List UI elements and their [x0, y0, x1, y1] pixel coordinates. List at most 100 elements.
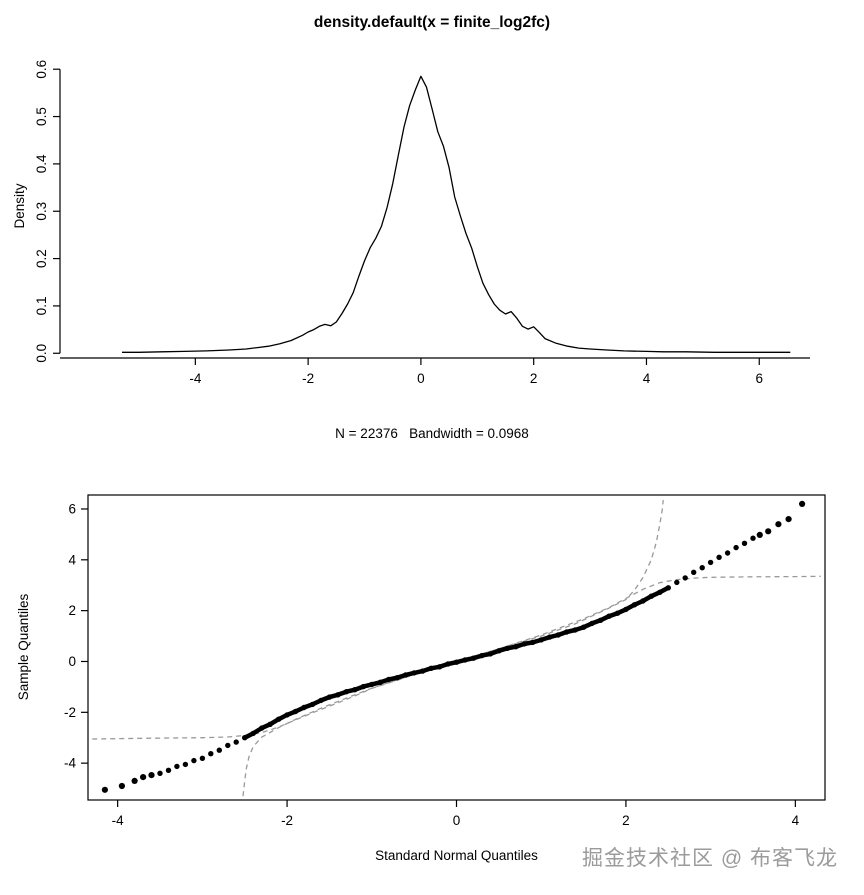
qq-point [606, 613, 612, 619]
qq-point [165, 767, 172, 773]
qq-point [335, 692, 341, 698]
qq-point [419, 668, 426, 674]
qq-point [267, 721, 273, 727]
qq-point [174, 763, 180, 770]
qq-x-tick-label: 2 [622, 813, 630, 828]
qq-point [674, 579, 680, 586]
qq-point [216, 747, 222, 753]
qq-point [191, 757, 197, 764]
qq-y-tick-label: -2 [64, 705, 76, 720]
qq-point [496, 648, 502, 654]
qq-point [631, 602, 638, 608]
qq-point [462, 657, 468, 663]
qq-y-tick-label: -4 [64, 756, 76, 771]
qq-outlier-point [765, 528, 772, 535]
density-y-tick-label: 0.2 [34, 249, 49, 268]
qq-point [657, 589, 663, 595]
qq-point [699, 565, 705, 571]
qq-point [403, 672, 409, 678]
qq-point [352, 687, 358, 693]
qq-point [580, 624, 587, 630]
qq-y-axis-label: Sample Quantiles [16, 593, 31, 701]
qq-dashed-curve-flat-tail-reference [92, 575, 821, 740]
qq-point [563, 629, 570, 635]
density-y-axis-label: Density [12, 183, 27, 229]
qq-point [428, 665, 434, 671]
qq-point [259, 725, 265, 731]
qq-point [233, 739, 239, 745]
density-plot-subtitle: N = 22376 Bandwidth = 0.0968 [335, 426, 529, 441]
density-plot-title: density.default(x = finite_log2fc) [313, 14, 551, 31]
qq-y-tick-label: 6 [68, 501, 76, 516]
qq-point [411, 670, 417, 676]
qq-plot-box [87, 494, 826, 801]
qq-x-axis-label: Standard Normal Quantiles [375, 848, 538, 863]
qq-outlier-point [140, 774, 147, 781]
qq-outlier-point [131, 777, 138, 784]
density-x-tick-label: 6 [755, 371, 763, 386]
qq-point [614, 610, 621, 616]
qq-point [343, 689, 350, 695]
qq-x-tick-label: 4 [792, 813, 800, 828]
qq-point [707, 559, 714, 566]
watermark-text: 掘金技术社区 @ 布客飞龙 [582, 847, 838, 870]
qq-point [182, 761, 189, 768]
density-x-tick-label: 0 [417, 371, 425, 386]
qq-point [275, 716, 282, 722]
density-y-tick-label: 0.0 [34, 344, 49, 363]
qq-point [301, 704, 307, 711]
qq-axes [81, 508, 796, 807]
qq-point [386, 676, 392, 683]
qq-point [530, 639, 536, 646]
qq-point [487, 651, 494, 657]
qq-point [436, 664, 443, 670]
qq-point [665, 585, 671, 591]
qq-point [682, 575, 688, 581]
density-y-tick-label: 0.6 [34, 60, 49, 79]
qq-point [724, 550, 731, 556]
qq-x-tick-label: 0 [453, 813, 461, 828]
qq-point [555, 632, 561, 638]
qq-point [538, 637, 544, 643]
density-y-tick-label: 0.5 [34, 107, 49, 126]
qq-point [309, 701, 316, 708]
density-axes [53, 68, 810, 365]
qq-dashed-reference-curves [92, 500, 821, 797]
qq-point [208, 751, 214, 757]
qq-point [733, 544, 739, 551]
qq-point [318, 697, 324, 704]
qq-point [741, 540, 748, 546]
qq-point [326, 694, 333, 700]
qq-point [750, 535, 756, 541]
qq-point [589, 620, 595, 627]
qq-point [284, 712, 290, 718]
qq-point [394, 675, 400, 681]
qq-outlier-point [148, 772, 155, 779]
density-y-tick-label: 0.4 [34, 154, 49, 173]
qq-points [101, 500, 806, 793]
density-plot-canvas: -4 -2 0 2 4 6 0.0 0.1 0.2 0.3 0.4 0.5 0.6 [34, 60, 810, 386]
density-curve [122, 75, 791, 353]
qq-point [597, 617, 604, 623]
qq-point [572, 627, 578, 633]
qq-outlier-point [785, 516, 792, 523]
qq-point [199, 755, 206, 761]
qq-point [648, 593, 654, 599]
qq-point [292, 708, 299, 715]
qq-outlier-point [799, 500, 806, 507]
qq-point [242, 735, 248, 741]
qq-dashed-curve-steep-tail-reference [242, 500, 664, 797]
qq-outlier-point [101, 786, 108, 793]
qq-point [470, 655, 477, 661]
qq-point [225, 742, 231, 749]
qq-point [521, 641, 527, 647]
density-x-tick-label: 2 [530, 371, 538, 386]
qq-point [716, 554, 722, 560]
density-x-tick-label: -2 [302, 371, 314, 386]
density-x-tick-label: 4 [643, 371, 651, 386]
qq-point [623, 606, 629, 613]
qq-plot-canvas: -4 -2 0 2 4 -4 -2 0 2 4 6 [64, 494, 826, 828]
qq-x-tick-label: -4 [112, 813, 124, 828]
qq-x-tick-label: -2 [281, 813, 293, 828]
qq-point [513, 644, 519, 650]
